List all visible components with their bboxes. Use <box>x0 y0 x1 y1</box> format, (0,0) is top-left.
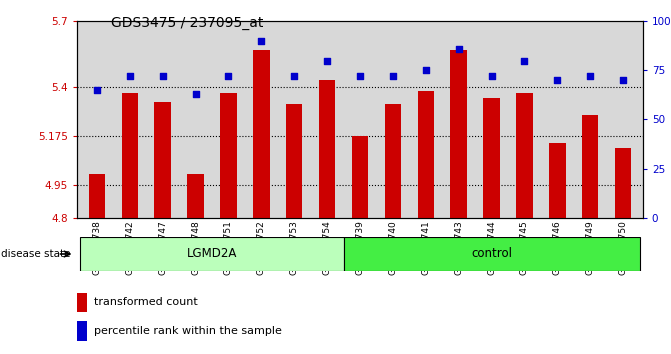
Bar <box>77 293 87 312</box>
Bar <box>286 104 303 218</box>
Text: disease state: disease state <box>1 249 71 259</box>
Text: percentile rank within the sample: percentile rank within the sample <box>94 326 282 336</box>
Text: GDS3475 / 237095_at: GDS3475 / 237095_at <box>111 16 263 30</box>
FancyBboxPatch shape <box>81 237 344 271</box>
Point <box>519 58 530 63</box>
Bar <box>121 93 138 218</box>
Text: transformed count: transformed count <box>94 297 198 307</box>
Point <box>223 73 234 79</box>
Bar <box>549 143 566 218</box>
Point <box>388 73 399 79</box>
FancyBboxPatch shape <box>344 237 639 271</box>
Bar <box>154 102 171 218</box>
Bar <box>384 104 401 218</box>
Bar <box>352 136 368 218</box>
Point <box>256 38 266 44</box>
Text: LGMD2A: LGMD2A <box>187 247 237 261</box>
Point <box>91 87 102 93</box>
Point <box>321 58 332 63</box>
Bar <box>417 91 434 218</box>
Point <box>355 73 366 79</box>
Point <box>552 77 563 83</box>
Point <box>618 77 629 83</box>
Point <box>157 73 168 79</box>
Bar <box>187 174 204 218</box>
Point <box>454 46 464 52</box>
Bar <box>516 93 533 218</box>
Bar <box>582 115 599 218</box>
Point <box>124 73 135 79</box>
Point <box>190 91 201 97</box>
Point <box>585 73 596 79</box>
Bar <box>615 148 631 218</box>
Bar <box>220 93 237 218</box>
Bar <box>319 80 336 218</box>
Point <box>421 68 431 73</box>
Text: control: control <box>471 247 512 261</box>
Bar <box>77 321 87 341</box>
Point <box>486 73 497 79</box>
Bar <box>450 50 467 218</box>
Bar <box>253 50 270 218</box>
Point <box>289 73 299 79</box>
Bar <box>89 174 105 218</box>
Bar <box>483 98 500 218</box>
